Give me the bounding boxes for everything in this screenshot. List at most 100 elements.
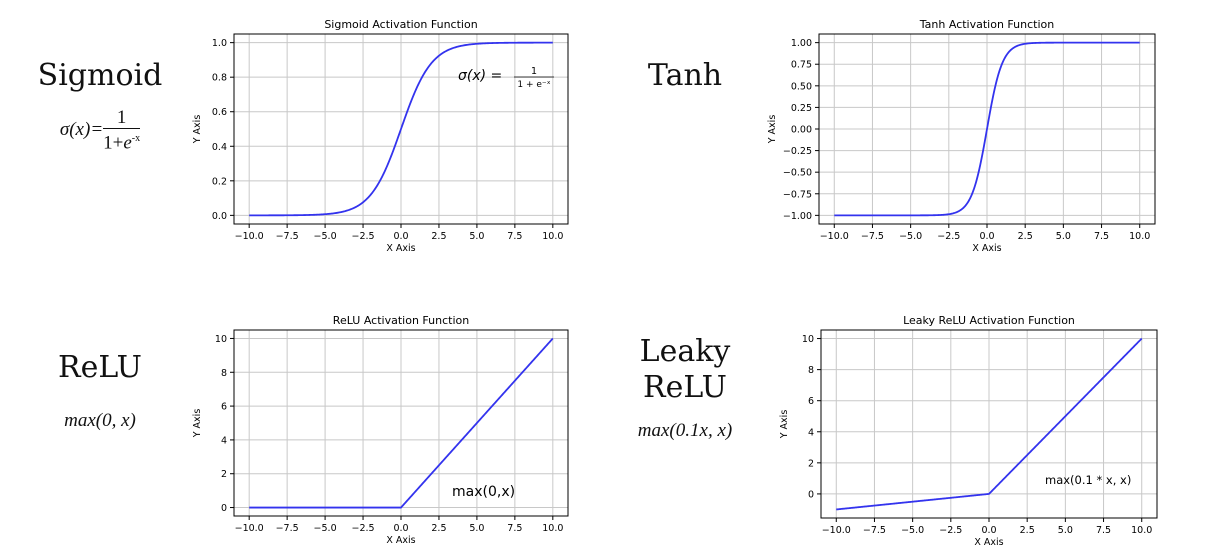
y-axis-label: Y Axis [779, 410, 790, 440]
x-tick-label: −7.5 [276, 231, 299, 242]
x-tick-label: 7.5 [1094, 231, 1109, 242]
annotation: max(0.1 * x, x) [1045, 473, 1131, 487]
series-line [249, 337, 554, 509]
annotation-numerator: 1 [531, 66, 537, 77]
sigmoid-chart: −10.0 −7.5 −5.0 −2.5 0.0 2.5 5.0 7.5 10.0 0.0 0.2 0… [192, 18, 569, 254]
y-axis-label: Y Axis [192, 115, 203, 145]
x-tick-label: −2.5 [937, 231, 960, 242]
x-tick-label: −7.5 [276, 523, 299, 534]
x-tick-label: 7.5 [1096, 525, 1111, 536]
y-tick-label: 0.8 [212, 73, 227, 84]
chart-title: ReLU Activation Function [333, 314, 469, 327]
sigmoid-formula-lhs: σ(x)= [59, 119, 104, 141]
y-tick-label: 0.00 [791, 125, 812, 136]
leaky-label-block: Leaky ReLU max(0.1x, x) [620, 334, 750, 442]
y-tick-label: 6 [221, 402, 227, 413]
x-tick-label: −2.5 [939, 525, 962, 536]
tanh-label-block: Tanh [620, 58, 750, 94]
x-tick-label: −10.0 [820, 231, 849, 242]
leaky-relu-chart: −10.0 −7.5 −5.0 −2.5 0.0 2.5 5.0 7.5 10.0 0 2 4 6 8 10… [779, 314, 1158, 548]
x-tick-label: 2.5 [1020, 525, 1035, 536]
x-tick-label: 5.0 [1056, 231, 1071, 242]
tanh-chart: −10.0 −7.5 −5.0 −2.5 0.0 2.5 5.0 7.5 10.0 −1.00 −0… [767, 18, 1156, 254]
x-tick-label: −2.5 [352, 231, 375, 242]
y-tick-label: 4 [808, 427, 814, 438]
y-axis-label: Y Axis [767, 115, 778, 145]
sigmoid-label-block: Sigmoid σ(x)= 1 1+e-x [30, 58, 170, 153]
x-tick-label: 0.0 [393, 231, 408, 242]
y-tick-label: −0.75 [783, 189, 812, 200]
relu-name: ReLU [58, 350, 142, 385]
series-line [836, 337, 1143, 511]
y-tick-label: 8 [808, 365, 814, 376]
y-tick-label: 1.0 [212, 38, 227, 49]
x-tick-label: 0.0 [393, 523, 408, 534]
y-tick-label: 0.75 [791, 60, 812, 71]
y-tick-label: 0.4 [212, 142, 227, 153]
sigmoid-name: Sigmoid [37, 58, 163, 93]
x-tick-label: 2.5 [1018, 231, 1033, 242]
x-tick-label: 7.5 [507, 523, 522, 534]
x-tick-label: −7.5 [861, 231, 884, 242]
x-tick-label: 5.0 [469, 231, 484, 242]
x-tick-label: −10.0 [822, 525, 851, 536]
x-tick-label: 5.0 [1058, 525, 1073, 536]
sigmoid-den-e: e [123, 132, 132, 154]
sigmoid-formula-numerator: 1 [103, 108, 141, 129]
x-tick-label: −5.0 [899, 231, 922, 242]
x-tick-label: −7.5 [863, 525, 886, 536]
y-axis-label: Y Axis [192, 409, 203, 439]
sigmoid-formula-fraction: 1 1+e-x [103, 108, 141, 153]
sigmoid-formula: σ(x)= 1 1+e-x [30, 108, 170, 153]
y-tick-label: 0.0 [212, 211, 227, 222]
y-tick-label: 1.00 [791, 38, 812, 49]
x-tick-label: −5.0 [901, 525, 924, 536]
chart-title: Leaky ReLU Activation Function [903, 314, 1075, 327]
chart-title: Tanh Activation Function [919, 18, 1054, 31]
series-line [834, 41, 1140, 217]
y-tick-label: 2 [221, 469, 227, 480]
y-tick-label: −0.25 [783, 146, 812, 157]
relu-formula: max(0, x) [64, 410, 136, 431]
x-tick-label: −2.5 [352, 523, 375, 534]
x-axis-label: X Axis [386, 535, 415, 546]
leaky-name-line1: Leaky [639, 334, 731, 369]
y-tick-label: 0.2 [212, 176, 227, 187]
relu-label-block: ReLU max(0, x) [30, 350, 170, 432]
y-tick-label: 10 [802, 334, 814, 345]
sigmoid-den-base: 1+ [103, 132, 124, 154]
x-tick-label: −10.0 [235, 231, 264, 242]
x-axis-label: X Axis [974, 537, 1003, 548]
y-tick-label: 8 [221, 368, 227, 379]
tanh-name: Tanh [647, 58, 723, 93]
x-axis-label: X Axis [386, 243, 415, 254]
x-tick-label: 5.0 [469, 523, 484, 534]
y-tick-label: 10 [215, 334, 227, 345]
y-tick-label: 0.6 [212, 107, 227, 118]
y-tick-label: 0 [808, 489, 814, 500]
y-tick-label: 0 [221, 503, 227, 514]
x-tick-label: 7.5 [507, 231, 522, 242]
x-tick-label: 10.0 [1129, 231, 1150, 242]
y-tick-label: −0.50 [783, 168, 812, 179]
leaky-formula: max(0.1x, x) [637, 420, 733, 441]
annotation: σ(x) = 1 1 + e⁻ˣ [458, 66, 554, 90]
y-tick-label: 0.50 [791, 81, 812, 92]
annotation-denominator: 1 + e⁻ˣ [517, 80, 550, 90]
y-tick-label: 4 [221, 435, 227, 446]
sigmoid-den-exp: -x [131, 133, 141, 144]
x-tick-label: −5.0 [314, 523, 337, 534]
chart-title: Sigmoid Activation Function [324, 18, 477, 31]
x-tick-label: 0.0 [979, 231, 994, 242]
relu-chart: −10.0 −7.5 −5.0 −2.5 0.0 2.5 5.0 7.5 10.0 0 2 4 6 8 10… [192, 314, 569, 546]
sigmoid-formula-denominator: 1+e-x [103, 129, 140, 153]
annotation-lhs: σ(x) = [458, 68, 502, 84]
leaky-name-line2: ReLU [643, 370, 727, 405]
x-tick-label: 2.5 [431, 231, 446, 242]
y-tick-label: −1.00 [783, 211, 812, 222]
x-tick-label: −5.0 [314, 231, 337, 242]
y-tick-label: 2 [808, 458, 814, 469]
x-tick-label: −10.0 [235, 523, 264, 534]
y-tick-label: 6 [808, 396, 814, 407]
annotation: max(0,x) [452, 484, 515, 500]
